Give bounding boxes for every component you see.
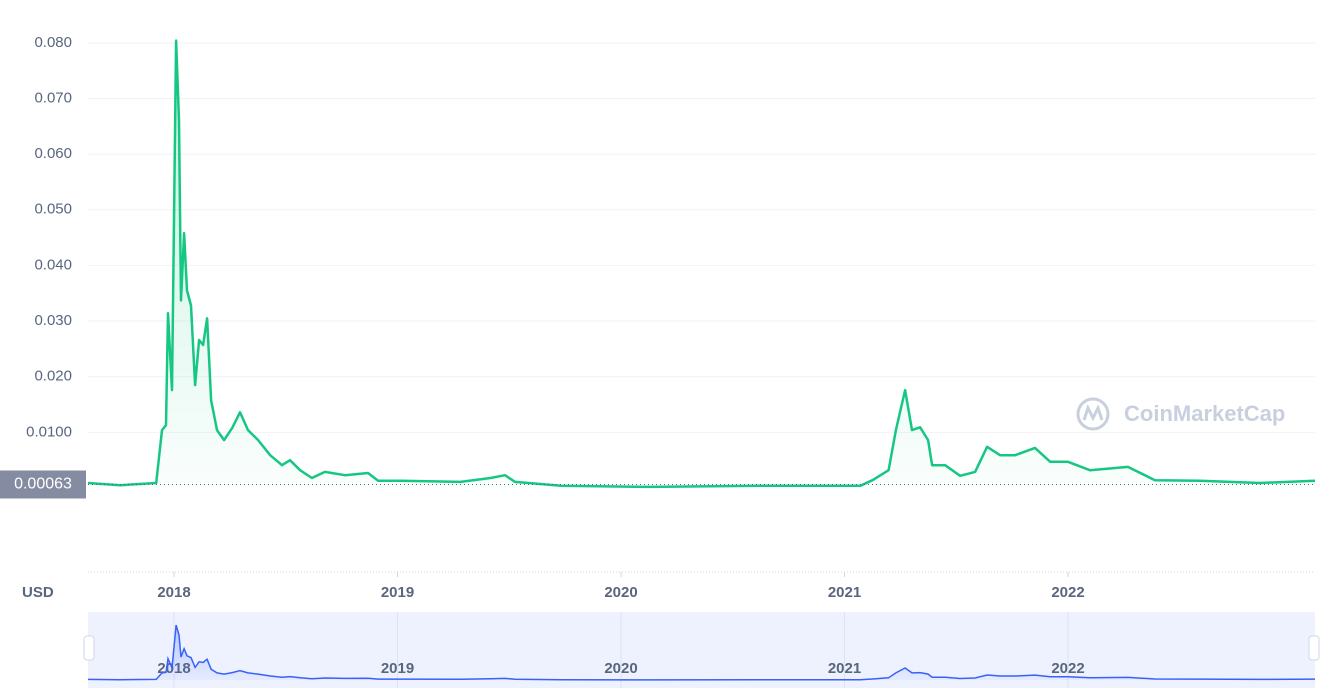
y-tick-label: 0.060 (34, 145, 72, 162)
navigator-tick-label: 2022 (1051, 660, 1084, 677)
y-tick-label: 0.020 (34, 368, 72, 385)
watermark-text: CoinMarketCap (1124, 401, 1285, 426)
navigator-bg (88, 612, 1315, 688)
navigator-handle-left[interactable] (83, 635, 95, 661)
y-tick-label: 0.070 (34, 89, 72, 106)
x-tick-label: 2020 (604, 584, 637, 601)
y-tick-label: 0.030 (34, 312, 72, 329)
price-line (87, 39, 1316, 489)
x-tick-label: 2019 (381, 584, 414, 601)
y-tick-label: 0.050 (34, 201, 72, 218)
current-price-label: 0.00063 (14, 476, 72, 493)
currency-label: USD (22, 584, 54, 601)
area (88, 40, 1315, 488)
y-tick-label: 0.080 (34, 34, 72, 51)
watermark: CoinMarketCap (1076, 397, 1285, 431)
y-tick-label: 0.0100 (26, 423, 72, 440)
navigator-handle-right[interactable] (1308, 635, 1320, 661)
navigator-line (87, 624, 1316, 681)
x-tick-label: 2021 (828, 584, 861, 601)
x-tick-label: 2022 (1051, 584, 1084, 601)
x-tick-label: 2018 (157, 584, 190, 601)
navigator-tick-label: 2019 (381, 660, 414, 677)
navigator-tick-label: 2021 (828, 660, 861, 677)
current-price-badge (0, 470, 86, 499)
y-tick-label: 0.040 (34, 256, 72, 273)
navigator-tick-label: 2020 (604, 660, 637, 677)
navigator-area (88, 625, 1315, 680)
